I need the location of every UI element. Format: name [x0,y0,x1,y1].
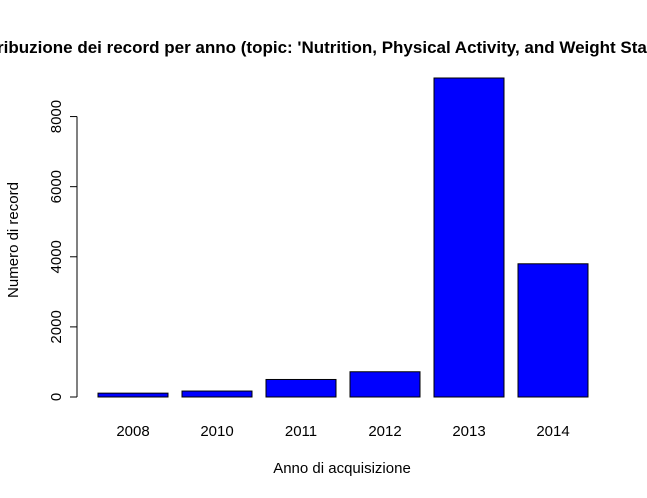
y-tick-label: 8000 [48,100,65,133]
x-axis-title: Anno di acquisizione [273,460,411,477]
bar-2013 [433,77,505,398]
y-tick-label: 6000 [48,170,65,203]
bar-2012 [349,371,421,398]
y-axis-title: Numero di record [5,182,22,298]
bars-group [97,77,589,398]
bar-2008 [97,392,169,398]
x-tick-label: 2008 [116,423,149,440]
y-tick-label: 0 [48,393,65,401]
chart-title: Distribuzione dei record per anno (topic… [0,38,647,57]
x-tick-label: 2011 [285,423,317,440]
x-tick-label: 2010 [200,423,233,440]
bar-2010 [181,390,253,398]
x-tick-label: 2014 [536,423,569,440]
y-tick-label: 2000 [48,310,65,343]
x-tick-label: 2013 [452,423,485,440]
bar-2014 [517,263,589,398]
bar-2011 [265,378,337,398]
x-axis-labels: 2008 2010 2011 2012 2013 2014 [116,423,569,440]
y-tick-label: 4000 [48,240,65,273]
x-tick-label: 2012 [368,423,401,440]
y-axis: 0 2000 4000 6000 8000 [48,100,78,401]
